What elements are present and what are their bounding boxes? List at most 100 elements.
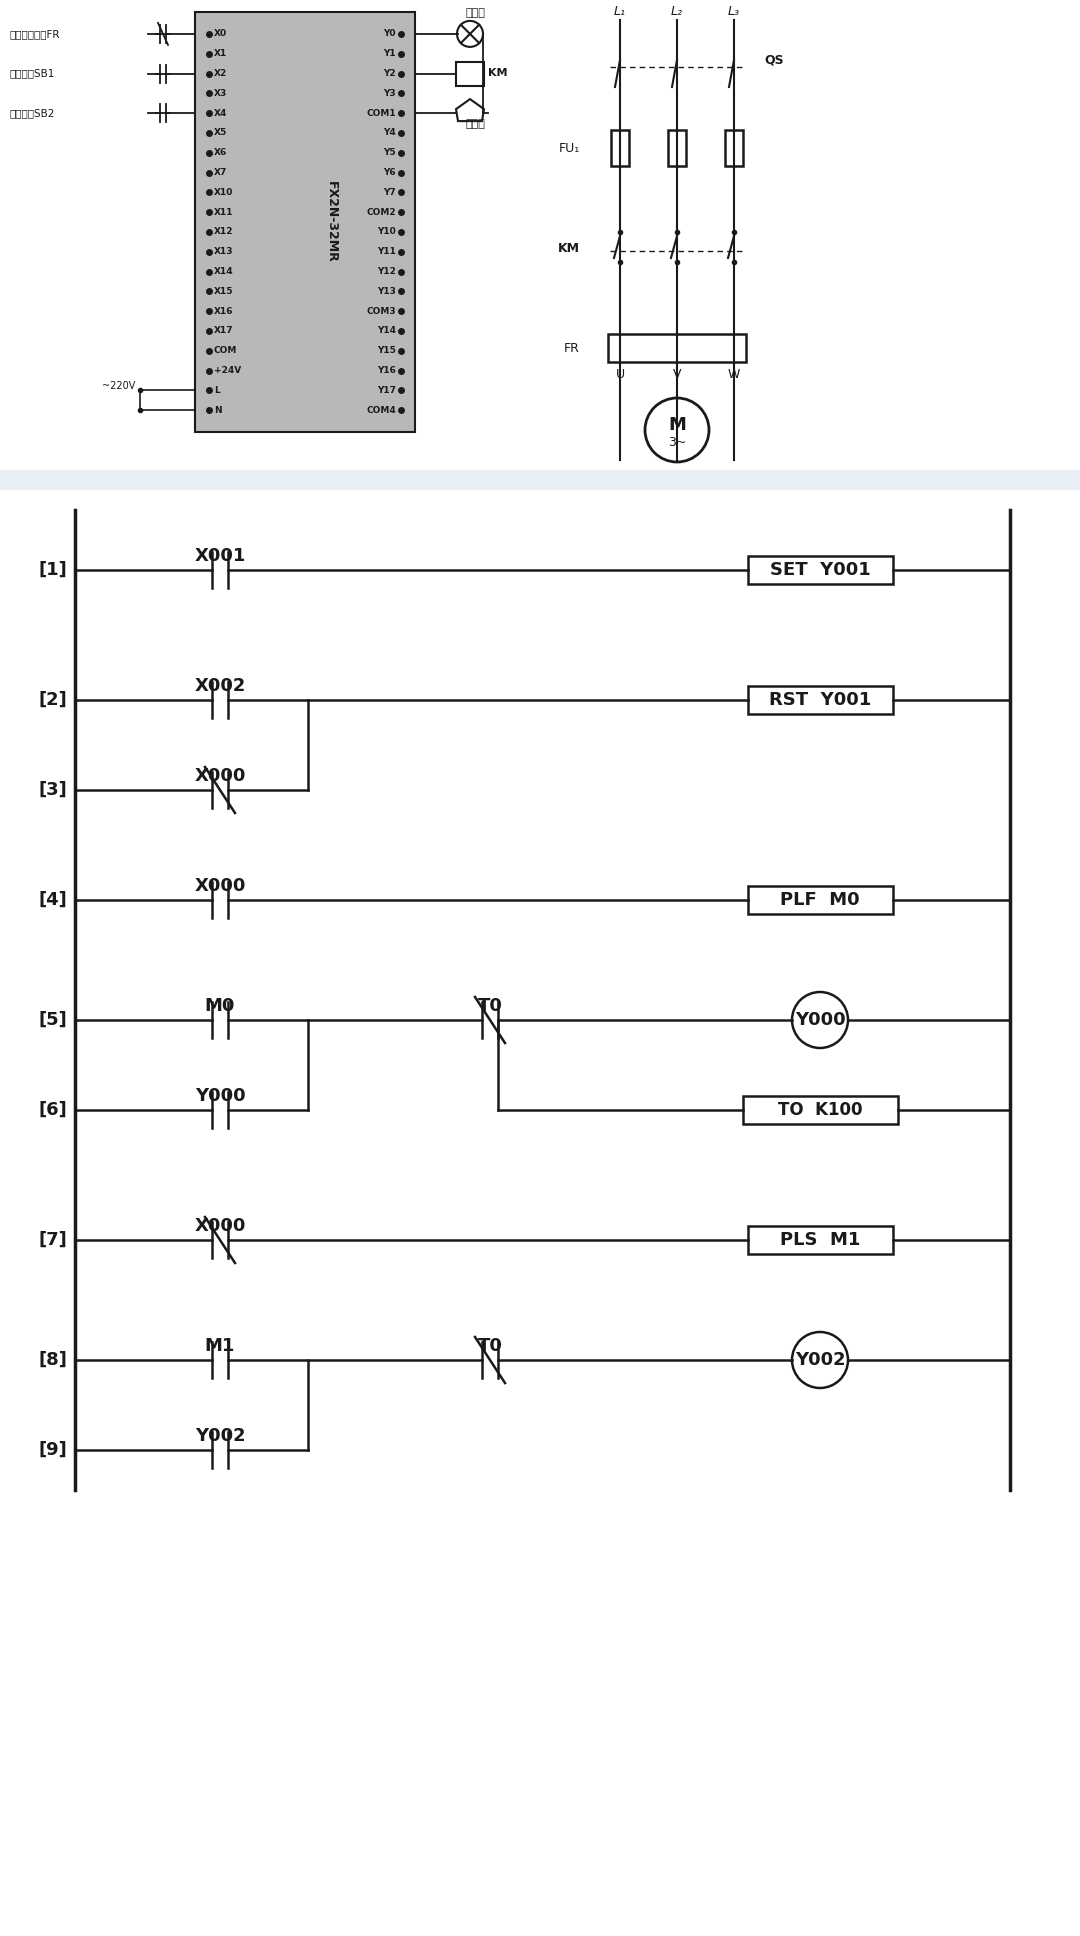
Bar (0, 0, 1080, 470)
Text: X3: X3 (214, 89, 227, 99)
Text: L₂: L₂ (671, 6, 683, 17)
Text: COM2: COM2 (366, 207, 396, 217)
Text: [9]: [9] (38, 1440, 67, 1460)
Bar (611, 130, 629, 166)
Text: Y14: Y14 (377, 327, 396, 335)
Text: Y002: Y002 (194, 1427, 245, 1444)
Text: Y6: Y6 (383, 168, 396, 176)
Bar (669, 130, 686, 166)
Text: 启动按钮SB1: 启动按钮SB1 (10, 68, 55, 79)
Bar (747, 887, 892, 914)
Text: [2]: [2] (38, 691, 67, 709)
Text: KM: KM (488, 68, 508, 79)
Text: PLF  M0: PLF M0 (780, 891, 860, 910)
Text: 报警铃: 报警铃 (465, 120, 485, 130)
Text: T0: T0 (477, 997, 502, 1014)
Text: X002: X002 (194, 678, 245, 695)
Text: Y1: Y1 (383, 48, 396, 58)
Text: PLS  M1: PLS M1 (780, 1231, 860, 1249)
Text: QS: QS (764, 54, 784, 66)
Text: KM: KM (558, 242, 580, 254)
Text: FR: FR (564, 341, 580, 354)
Text: Y2: Y2 (383, 70, 396, 77)
Bar (743, 1096, 897, 1125)
Text: X10: X10 (214, 188, 233, 197)
Text: X11: X11 (214, 207, 233, 217)
Text: X6: X6 (214, 149, 227, 157)
Bar (747, 685, 892, 714)
Text: X000: X000 (194, 877, 245, 894)
Text: X13: X13 (214, 248, 233, 256)
Bar (725, 130, 743, 166)
Text: Y000: Y000 (795, 1011, 846, 1030)
Text: X7: X7 (214, 168, 228, 176)
Bar (0, 490, 1080, 1936)
Text: [7]: [7] (38, 1231, 67, 1249)
Text: W: W (728, 368, 740, 381)
Bar (747, 1225, 892, 1255)
Text: L₁: L₁ (615, 6, 626, 17)
Text: X000: X000 (194, 1218, 245, 1235)
Text: X14: X14 (214, 267, 233, 277)
Text: X4: X4 (214, 108, 228, 118)
Text: [1]: [1] (38, 561, 67, 579)
Text: X000: X000 (194, 767, 245, 784)
Bar (456, 62, 484, 85)
Text: [6]: [6] (38, 1102, 67, 1119)
Text: X2: X2 (214, 70, 227, 77)
Text: Y4: Y4 (383, 128, 396, 137)
Text: Y13: Y13 (377, 287, 396, 296)
Text: COM3: COM3 (366, 306, 396, 316)
Text: X5: X5 (214, 128, 227, 137)
Text: SET  Y001: SET Y001 (770, 561, 870, 579)
Text: L: L (214, 385, 219, 395)
Bar (608, 335, 746, 362)
Bar (747, 556, 892, 585)
Text: Y5: Y5 (383, 149, 396, 157)
Bar (195, 12, 415, 432)
Text: +24V: +24V (214, 366, 241, 376)
Text: X12: X12 (214, 227, 233, 236)
Text: 报警灯: 报警灯 (465, 8, 485, 17)
Text: N: N (214, 407, 221, 414)
Text: Y000: Y000 (194, 1086, 245, 1105)
Text: Y15: Y15 (377, 347, 396, 354)
Text: FX2N-32MR: FX2N-32MR (325, 182, 338, 263)
Text: [3]: [3] (38, 780, 67, 800)
Text: [8]: [8] (38, 1351, 67, 1369)
Text: Y7: Y7 (383, 188, 396, 197)
Text: RST  Y001: RST Y001 (769, 691, 872, 709)
Text: 3~: 3~ (667, 436, 686, 449)
Text: X001: X001 (194, 548, 245, 565)
Text: U: U (616, 368, 624, 381)
Text: 热继电器触点FR: 热继电器触点FR (10, 29, 60, 39)
Text: FU₁: FU₁ (558, 141, 580, 155)
Text: X0: X0 (214, 29, 227, 39)
Text: Y16: Y16 (377, 366, 396, 376)
Text: M: M (669, 416, 686, 434)
Text: [5]: [5] (38, 1011, 67, 1030)
Text: X1: X1 (214, 48, 227, 58)
Text: COM4: COM4 (366, 407, 396, 414)
Text: 停止按钮SB2: 停止按钮SB2 (10, 108, 55, 118)
Text: Y0: Y0 (383, 29, 396, 39)
Text: Y10: Y10 (377, 227, 396, 236)
Text: M1: M1 (205, 1338, 235, 1355)
Text: X17: X17 (214, 327, 233, 335)
Text: X16: X16 (214, 306, 233, 316)
Text: Y17: Y17 (377, 385, 396, 395)
Text: V: V (673, 368, 681, 381)
Text: M0: M0 (205, 997, 235, 1014)
Text: COM1: COM1 (366, 108, 396, 118)
Text: TO  K100: TO K100 (778, 1102, 862, 1119)
Text: Y11: Y11 (377, 248, 396, 256)
Text: L₃: L₃ (728, 6, 740, 17)
Text: Y3: Y3 (383, 89, 396, 99)
Text: Y002: Y002 (795, 1351, 846, 1369)
Text: [4]: [4] (38, 891, 67, 910)
Text: COM: COM (214, 347, 238, 354)
Text: Y12: Y12 (377, 267, 396, 277)
Text: T0: T0 (477, 1338, 502, 1355)
Text: ~220V: ~220V (102, 381, 135, 391)
Text: X15: X15 (214, 287, 233, 296)
